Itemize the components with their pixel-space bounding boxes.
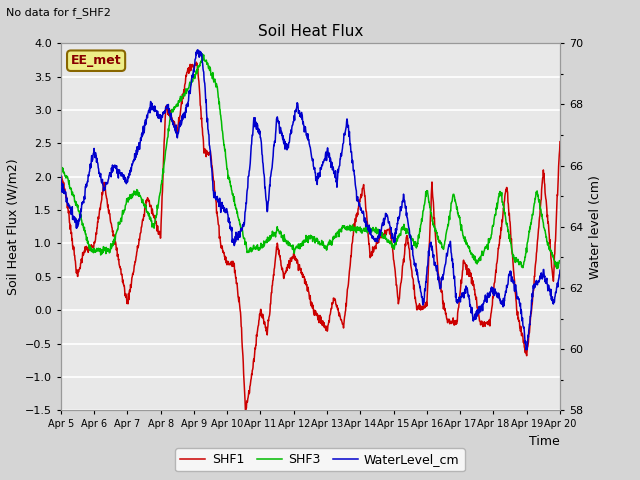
SHF3	[553, 266, 561, 272]
SHF1	[497, 227, 505, 233]
SHF3	[453, 204, 461, 210]
SHF3	[224, 176, 232, 181]
SHF1	[242, 409, 250, 415]
SHF1	[193, 60, 200, 65]
SHF3	[497, 193, 505, 199]
SHF1	[156, 231, 163, 237]
SHF3	[156, 192, 163, 198]
SHF1	[454, 318, 461, 324]
Text: No data for f_SHF2: No data for f_SHF2	[6, 7, 111, 18]
Y-axis label: Water level (cm): Water level (cm)	[589, 175, 602, 279]
WaterLevel_cm	[224, 212, 232, 218]
SHF3	[168, 107, 175, 112]
SHF3	[198, 51, 206, 57]
Line: WaterLevel_cm: WaterLevel_cm	[61, 50, 560, 350]
WaterLevel_cm	[556, 267, 564, 273]
Line: SHF3: SHF3	[61, 54, 560, 269]
Legend: SHF1, SHF3, WaterLevel_cm: SHF1, SHF3, WaterLevel_cm	[175, 448, 465, 471]
Text: EE_met: EE_met	[71, 54, 122, 67]
WaterLevel_cm	[168, 118, 175, 124]
WaterLevel_cm	[156, 115, 163, 121]
SHF1	[57, 167, 65, 173]
WaterLevel_cm	[453, 297, 461, 303]
Y-axis label: Soil Heat Flux (W/m2): Soil Heat Flux (W/m2)	[6, 158, 19, 295]
WaterLevel_cm	[522, 347, 530, 353]
X-axis label: Time: Time	[529, 435, 560, 448]
Line: SHF1: SHF1	[61, 62, 560, 412]
SHF1	[556, 139, 564, 144]
Title: Soil Heat Flux: Soil Heat Flux	[258, 24, 363, 39]
SHF3	[388, 241, 396, 247]
WaterLevel_cm	[57, 173, 65, 179]
WaterLevel_cm	[388, 230, 396, 236]
SHF1	[168, 115, 175, 120]
SHF1	[388, 244, 396, 250]
SHF1	[224, 261, 232, 267]
WaterLevel_cm	[194, 47, 202, 53]
SHF3	[57, 168, 65, 174]
SHF3	[556, 258, 564, 264]
WaterLevel_cm	[497, 298, 505, 304]
